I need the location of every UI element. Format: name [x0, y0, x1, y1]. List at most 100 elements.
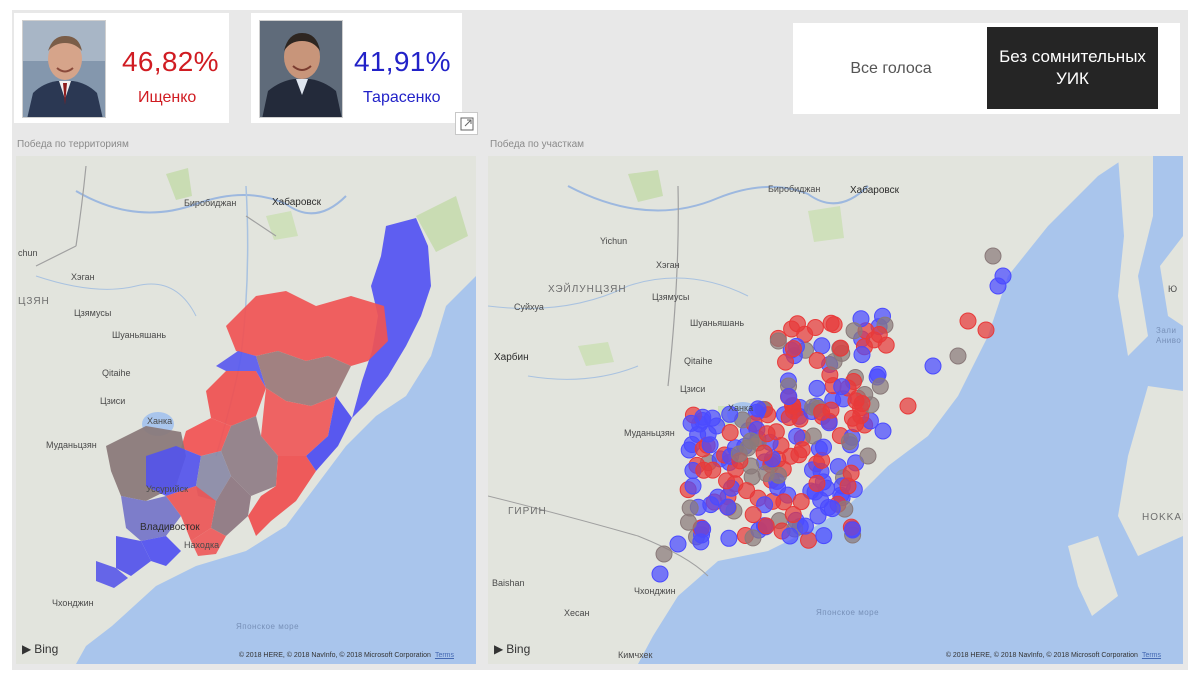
precinct-dot — [959, 312, 977, 330]
map-label-zali: Зали — [1156, 326, 1177, 335]
precinct-dot — [721, 424, 739, 442]
precinct-dot — [844, 521, 862, 539]
map-label-tszyan: ЦЗЯН — [18, 296, 50, 307]
map-copyright-right: © 2018 HERE, © 2018 NavInfo, © 2018 Micr… — [946, 652, 1161, 659]
candidate-percent-ishchenko: 46,82% — [122, 46, 219, 77]
map-territories-canvas — [16, 156, 476, 664]
precinct-dot — [744, 529, 762, 547]
candidate-card-tarasenko: 41,91% Тарасенко — [251, 13, 462, 123]
precinct-dot — [720, 529, 738, 547]
map-label-anivo: Аниво — [1156, 336, 1182, 345]
map-label-tszyamusy: Цзямусы — [74, 308, 112, 318]
map-label-kimchkhek: Кимчхек — [618, 650, 653, 660]
precinct-dot — [840, 433, 858, 451]
precinct-dot — [784, 506, 802, 524]
map-territories[interactable]: Биробиджан Хабаровск chun ЦЗЯН Хэган Цзя… — [16, 156, 476, 664]
map-label-yu: Ю — [1168, 284, 1178, 294]
map-label-khegan: Хэган — [71, 272, 95, 282]
precinct-dot — [793, 441, 811, 459]
focus-mode-icon[interactable] — [455, 112, 478, 135]
map-label-sea-right: Японское море — [816, 608, 880, 617]
precinct-dot — [681, 499, 699, 517]
map-label-suykhua: Суйхуа — [514, 302, 544, 312]
precinct-dot — [843, 409, 861, 427]
map-terms-link[interactable]: Terms — [434, 652, 454, 659]
map-label-qitaihe-right: Qitaihe — [684, 356, 713, 366]
map-precincts-canvas — [488, 156, 1183, 664]
precinct-dot — [806, 319, 824, 337]
precinct-dot — [796, 517, 814, 535]
map-precincts[interactable]: Биробиджан Хабаровск Yichun Хэган ХЭЙЛУН… — [488, 156, 1183, 664]
map-label-vladivostok: Владивосток — [140, 522, 200, 533]
map-label-chkhonzhin-right: Чхонджин — [634, 586, 676, 596]
precinct-dot — [783, 320, 801, 338]
candidate-photo-ishchenko — [22, 20, 106, 118]
precinct-dot — [804, 427, 822, 445]
precinct-dot — [823, 500, 841, 518]
precinct-dot — [769, 332, 787, 350]
candidate-card-ishchenko: 46,82% Ищенко — [14, 13, 229, 123]
precinct-dot — [655, 545, 673, 563]
map-label-girin: ГИРИН — [508, 506, 547, 517]
precinct-dot — [651, 565, 669, 583]
precinct-dot — [781, 527, 799, 545]
precinct-dot — [808, 474, 826, 492]
precinct-dot — [701, 436, 719, 454]
precinct-dot — [977, 321, 995, 339]
precinct-dot — [744, 506, 762, 524]
precinct-dot — [984, 247, 1002, 265]
bing-icon-right: ▶ — [494, 642, 504, 656]
precinct-dot — [756, 496, 774, 514]
map-label-nakhodka: Находка — [184, 540, 220, 550]
precinct-dot — [814, 438, 832, 456]
precinct-dot — [695, 461, 713, 479]
precinct-dot — [709, 488, 727, 506]
map-copyright-text-right: © 2018 HERE, © 2018 NavInfo, © 2018 Micr… — [945, 652, 1138, 659]
map-label-heilongjiang: ХЭЙЛУНЦЗЯН — [548, 284, 627, 295]
candidate-percent-tarasenko: 41,91% — [354, 46, 451, 77]
map-label-shuanyashan-right: Шуаньяшань — [690, 318, 745, 328]
bing-label: Bing — [34, 642, 59, 656]
candidate-name-ishchenko: Ищенко — [138, 89, 197, 106]
map-label-khesan: Хесан — [564, 608, 590, 618]
precinct-dot — [684, 477, 702, 495]
precinct-dot — [924, 357, 942, 375]
precinct-dot — [808, 379, 826, 397]
bing-icon: ▶ — [22, 642, 32, 656]
map-label-shuanyashan: Шуаньяшань — [112, 330, 167, 340]
precinct-dot — [738, 482, 756, 500]
vote-filter-slicer: Все голоса Без сомнительных УИК — [793, 23, 1180, 114]
precinct-dot — [859, 447, 877, 465]
precinct-dot — [755, 444, 773, 462]
precinct-dot — [792, 493, 810, 511]
map-label-tszyamusy-right: Цзямусы — [652, 292, 690, 302]
precinct-dot — [839, 477, 857, 495]
precinct-dot — [718, 472, 736, 490]
precinct-dot — [784, 340, 802, 358]
map-label-yichun: Yichun — [600, 236, 628, 246]
map-label-khegan-right: Хэган — [656, 260, 680, 270]
map-terms-link-right[interactable]: Terms — [1141, 652, 1161, 659]
precinct-dot — [757, 464, 775, 482]
precinct-dot — [809, 507, 827, 525]
map-label-chun: chun — [18, 248, 38, 258]
precinct-dot — [808, 351, 826, 369]
map-label-mudantszyan: Муданьцзян — [46, 440, 97, 450]
precinct-dot — [749, 400, 767, 418]
precinct-dot — [832, 339, 850, 357]
map-label-khabarovsk-right: Хабаровск — [850, 185, 899, 196]
slicer-option-without-doubtful[interactable]: Без сомнительных УИК — [987, 27, 1158, 109]
slicer-option-all-votes[interactable]: Все голоса — [850, 59, 932, 77]
panel-title-territories: Победа по территориям — [17, 139, 129, 150]
precinct-dot — [669, 535, 687, 553]
map-label-tsisi-right: Цзиси — [680, 384, 706, 394]
map-label-ussuriysk: Уссурийск — [146, 484, 189, 494]
candidate-name-tarasenko: Тарасенко — [363, 89, 441, 106]
precinct-dot — [777, 353, 795, 371]
precinct-dot — [822, 314, 840, 332]
precinct-dot — [845, 322, 863, 340]
bing-label-right: Bing — [506, 642, 531, 656]
precinct-dot — [800, 531, 818, 549]
bing-logo: ▶ Bing — [22, 642, 58, 656]
map-label-tsisi: Цзиси — [100, 396, 126, 406]
